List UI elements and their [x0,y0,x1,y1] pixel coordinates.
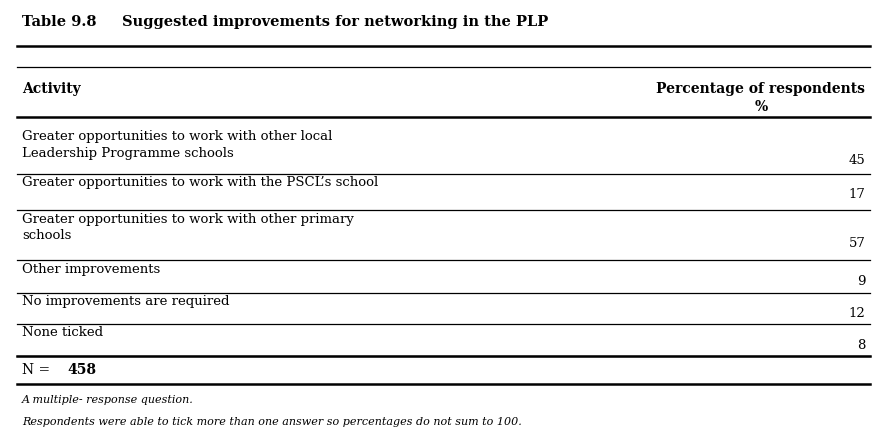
Text: Percentage of respondents
%: Percentage of respondents % [656,82,865,114]
Text: 458: 458 [67,363,96,377]
Text: 9: 9 [857,275,865,288]
Text: Activity: Activity [22,82,80,96]
Text: A multiple- response question.: A multiple- response question. [22,395,194,405]
Text: Greater opportunities to work with other local
Leadership Programme schools: Greater opportunities to work with other… [22,130,332,160]
Text: 8: 8 [857,339,865,352]
Text: Greater opportunities to work with the PSCL’s school: Greater opportunities to work with the P… [22,176,378,189]
Text: 57: 57 [849,237,865,250]
Text: 17: 17 [849,188,865,201]
Text: None ticked: None ticked [22,326,103,339]
Text: Table 9.8: Table 9.8 [22,15,96,29]
Text: 45: 45 [849,154,865,167]
Text: 12: 12 [849,307,865,320]
Text: Respondents were able to tick more than one answer so percentages do not sum to : Respondents were able to tick more than … [22,417,522,427]
Text: Greater opportunities to work with other primary
schools: Greater opportunities to work with other… [22,213,354,242]
Text: No improvements are required: No improvements are required [22,295,229,308]
Text: N =: N = [22,363,54,377]
Text: Other improvements: Other improvements [22,263,160,276]
Text: Suggested improvements for networking in the PLP: Suggested improvements for networking in… [122,15,549,29]
